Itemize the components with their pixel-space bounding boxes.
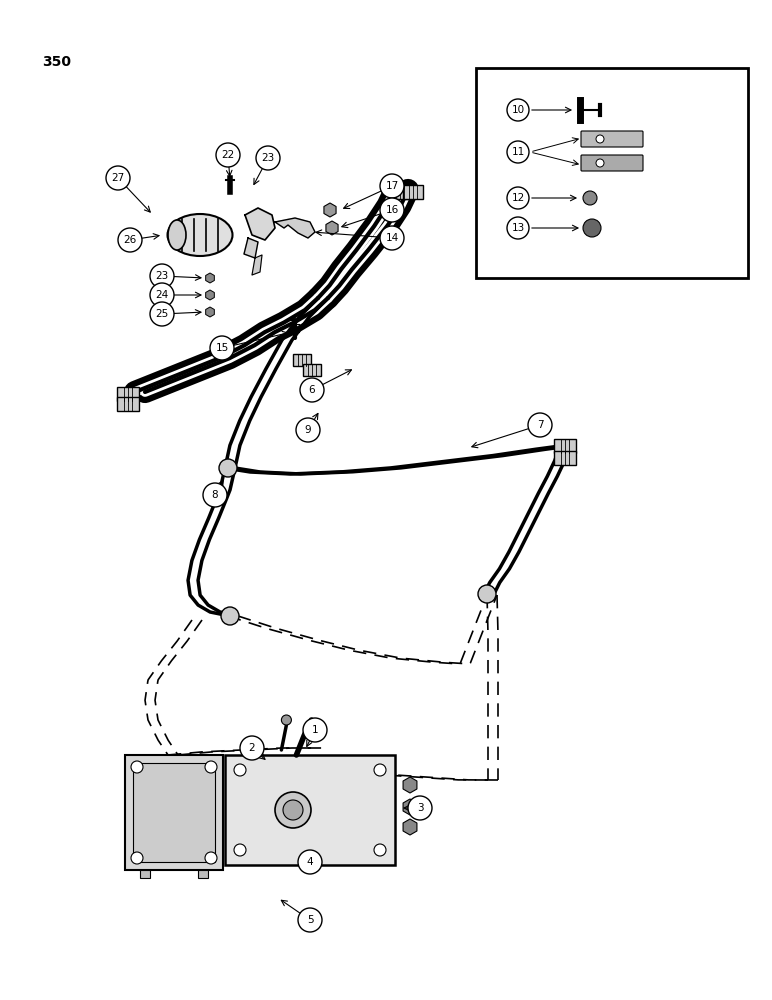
Circle shape: [296, 418, 320, 442]
Text: 16: 16: [385, 205, 398, 215]
Circle shape: [300, 378, 324, 402]
Text: 25: 25: [155, 309, 168, 319]
Bar: [476, 68, 748, 278]
Circle shape: [303, 718, 327, 742]
Circle shape: [583, 191, 597, 205]
Text: 12: 12: [511, 193, 525, 203]
Circle shape: [374, 764, 386, 776]
Ellipse shape: [168, 220, 186, 250]
Circle shape: [596, 135, 604, 143]
Polygon shape: [275, 218, 315, 238]
Text: 4: 4: [306, 857, 313, 867]
Circle shape: [210, 336, 234, 360]
Text: 11: 11: [511, 147, 525, 157]
Circle shape: [408, 796, 432, 820]
Circle shape: [298, 850, 322, 874]
Text: 5: 5: [306, 915, 313, 925]
Circle shape: [150, 283, 174, 307]
Text: 350: 350: [42, 55, 71, 69]
Bar: [303, 364, 321, 376]
Polygon shape: [244, 238, 258, 258]
Circle shape: [507, 141, 529, 163]
Text: 7: 7: [537, 420, 543, 430]
Text: 8: 8: [212, 490, 218, 500]
Circle shape: [596, 159, 604, 167]
Circle shape: [240, 736, 264, 760]
Text: 22: 22: [222, 150, 235, 160]
FancyBboxPatch shape: [581, 131, 643, 147]
Circle shape: [283, 800, 303, 820]
Circle shape: [275, 792, 311, 828]
Bar: [554, 439, 576, 453]
Circle shape: [507, 217, 529, 239]
Circle shape: [380, 198, 404, 222]
Circle shape: [219, 459, 237, 477]
Circle shape: [118, 228, 142, 252]
Text: 26: 26: [124, 235, 137, 245]
Bar: [198, 870, 208, 878]
Bar: [403, 185, 423, 199]
Polygon shape: [245, 208, 275, 240]
Bar: [390, 185, 410, 199]
Text: 6: 6: [309, 385, 315, 395]
Circle shape: [106, 166, 130, 190]
Text: 24: 24: [155, 290, 168, 300]
Bar: [140, 870, 150, 878]
Circle shape: [150, 302, 174, 326]
Circle shape: [298, 908, 322, 932]
Bar: [554, 451, 576, 465]
FancyBboxPatch shape: [581, 155, 643, 171]
Circle shape: [221, 607, 239, 625]
Text: 14: 14: [385, 233, 398, 243]
Text: 1: 1: [312, 725, 318, 735]
Bar: [117, 397, 139, 411]
Text: 17: 17: [385, 181, 398, 191]
Circle shape: [507, 99, 529, 121]
Text: 15: 15: [215, 343, 229, 353]
Text: 23: 23: [155, 271, 168, 281]
Text: 9: 9: [305, 425, 311, 435]
Circle shape: [374, 844, 386, 856]
Bar: [117, 387, 139, 401]
Circle shape: [380, 174, 404, 198]
Circle shape: [234, 844, 246, 856]
Circle shape: [216, 143, 240, 167]
Ellipse shape: [168, 214, 232, 256]
Bar: [125, 755, 223, 870]
Circle shape: [234, 764, 246, 776]
Circle shape: [528, 413, 552, 437]
Text: 27: 27: [111, 173, 124, 183]
Bar: [133, 763, 215, 862]
Circle shape: [205, 852, 217, 864]
Text: 10: 10: [511, 105, 524, 115]
Circle shape: [478, 585, 496, 603]
Circle shape: [507, 187, 529, 209]
Circle shape: [256, 146, 280, 170]
Circle shape: [131, 852, 143, 864]
Circle shape: [203, 483, 227, 507]
Text: 23: 23: [262, 153, 275, 163]
Circle shape: [380, 226, 404, 250]
Bar: [293, 354, 311, 366]
FancyBboxPatch shape: [225, 755, 395, 865]
Circle shape: [131, 761, 143, 773]
Text: 3: 3: [417, 803, 423, 813]
Circle shape: [150, 264, 174, 288]
Polygon shape: [252, 255, 262, 275]
Text: 13: 13: [511, 223, 525, 233]
Circle shape: [583, 219, 601, 237]
Circle shape: [282, 715, 291, 725]
Circle shape: [205, 761, 217, 773]
Text: 2: 2: [249, 743, 256, 753]
